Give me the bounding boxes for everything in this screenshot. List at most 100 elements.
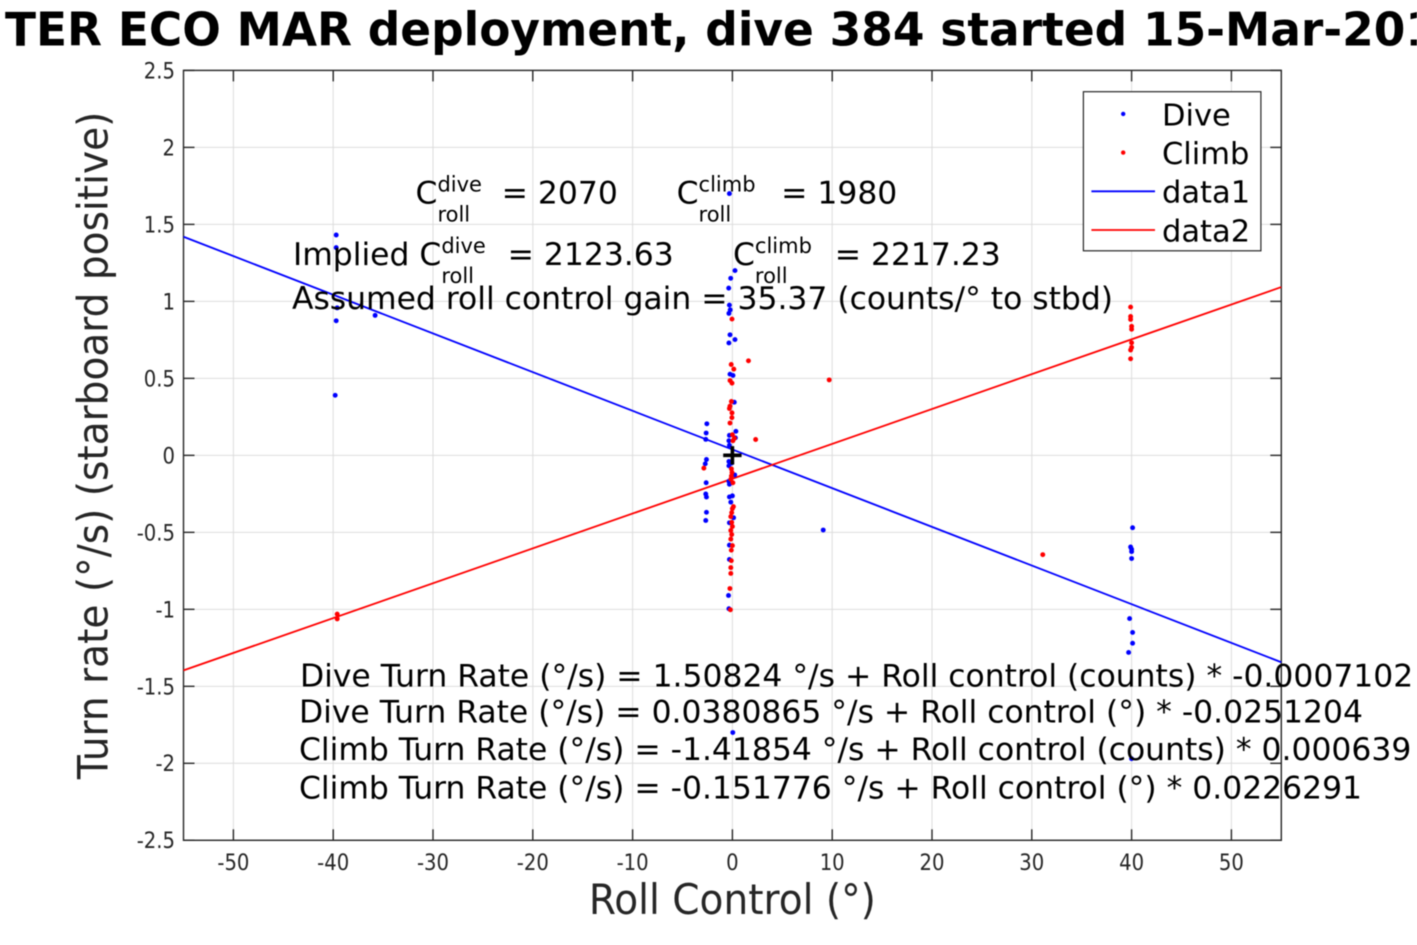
point-dive — [704, 509, 709, 515]
point-climb — [729, 543, 735, 549]
point-dive — [1129, 549, 1135, 555]
annotation-text: Dive Turn Rate (°/s) = 1.50824 °/s + Rol… — [300, 658, 1413, 694]
x-tick-label: -50 — [217, 851, 249, 876]
point-dive — [733, 428, 739, 434]
point-climb — [727, 607, 733, 613]
y-tick-label: -1.5 — [137, 675, 175, 700]
annotation-11: Climb Turn Rate (°/s) = -1.41854 °/s + R… — [299, 732, 1411, 768]
point-climb — [334, 616, 340, 622]
y-tick-label: 1.5 — [144, 213, 175, 238]
origin-plus-marker — [723, 446, 742, 465]
x-tick-labels: -50 -40 -30 -20 -10 0 10 20 30 40 50 — [217, 851, 1244, 876]
point-dive — [372, 312, 378, 318]
point-climb — [701, 465, 707, 471]
point-climb — [746, 358, 751, 364]
y-tick-label: 1 — [163, 290, 175, 315]
annotation-10: Dive Turn Rate (°/s) = 0.0380865 °/s + R… — [299, 694, 1363, 730]
point-climb — [729, 510, 735, 516]
point-dive — [704, 457, 709, 462]
point-dive — [730, 730, 736, 735]
plot-title: TER ECO MAR deployment, dive 384 started… — [5, 3, 1417, 57]
annotation-text: Dive Turn Rate (°/s) = 0.0380865 °/s + R… — [299, 694, 1363, 730]
point-climb — [730, 480, 736, 486]
annotation-sub: roll — [699, 202, 732, 226]
point-dive — [1129, 756, 1135, 762]
point-dive — [726, 191, 732, 197]
point-climb — [728, 571, 734, 576]
scatter-points — [332, 191, 1136, 762]
point-climb — [728, 476, 734, 482]
annotation-sub: roll — [441, 264, 474, 288]
y-axis-label: Turn rate (°/s) (starboard positive) — [68, 112, 117, 780]
annotation-text: = 2217.23 — [835, 237, 1001, 273]
point-dive — [728, 499, 734, 505]
y-tick-label: 2.5 — [144, 59, 175, 84]
point-dive — [332, 392, 338, 398]
point-dive — [732, 337, 738, 343]
x-tick-label: 50 — [1219, 851, 1244, 876]
tick-marks — [183, 69, 1282, 841]
point-dive — [703, 430, 709, 436]
point-dive — [732, 268, 738, 274]
point-dive — [703, 480, 709, 486]
point-dive — [1130, 525, 1136, 531]
annotation-text: Implied C — [293, 237, 441, 273]
annotation-text: C — [733, 237, 755, 273]
point-dive — [726, 494, 732, 500]
point-dive — [1129, 556, 1135, 561]
legend-marker-dive — [1121, 111, 1126, 117]
point-dive — [333, 245, 339, 251]
x-tick-label: -20 — [517, 851, 549, 876]
y-tick-label: -1 — [155, 598, 175, 623]
y-tick-label: 0.5 — [144, 367, 175, 392]
annotation-sup: dive — [441, 234, 486, 258]
point-climb — [729, 410, 735, 416]
point-dive — [1126, 649, 1132, 655]
point-climb — [729, 506, 735, 512]
annotation-text: C — [677, 175, 699, 211]
series-climb — [334, 304, 1135, 622]
legend-box — [1082, 91, 1262, 252]
point-climb — [727, 586, 733, 591]
point-climb — [729, 524, 735, 529]
point-climb — [729, 316, 735, 322]
point-dive — [726, 302, 732, 308]
point-climb — [728, 565, 734, 571]
point-dive — [703, 518, 709, 523]
point-dive — [703, 436, 709, 442]
y-tick-labels: -2.5 -2 -1.5 -1 -0.5 0 0.5 1 1.5 2 2.5 — [137, 59, 175, 854]
point-dive — [1130, 640, 1136, 646]
point-dive — [1130, 629, 1136, 635]
annotation-sup: climb — [699, 172, 756, 196]
point-climb — [1128, 347, 1134, 353]
annotation-5: = 2123.63 — [508, 237, 674, 273]
y-tick-label: -2 — [155, 752, 175, 777]
point-climb — [728, 558, 734, 564]
annotation-sup: dive — [437, 172, 482, 196]
point-climb — [1128, 304, 1134, 310]
point-climb — [728, 547, 734, 553]
point-climb — [728, 514, 734, 520]
y-tick-label: 2 — [163, 136, 175, 161]
annotation-text: Climb Turn Rate (°/s) = -0.151776 °/s + … — [299, 771, 1362, 807]
point-dive — [334, 305, 340, 311]
point-climb — [731, 366, 737, 372]
legend-marker-climb — [1121, 150, 1126, 155]
x-tick-label: -10 — [617, 851, 649, 876]
annotation-text: Climb Turn Rate (°/s) = -1.41854 °/s + R… — [299, 732, 1411, 768]
point-climb — [1040, 552, 1046, 558]
annotation-9: Dive Turn Rate (°/s) = 1.50824 °/s + Rol… — [300, 658, 1413, 694]
point-dive — [1127, 616, 1133, 622]
point-climb — [1129, 326, 1135, 332]
point-dive — [702, 461, 708, 467]
legend-label: data1 — [1162, 176, 1250, 211]
y-tick-label: -2.5 — [137, 829, 175, 854]
x-axis-label: Roll Control (°) — [589, 875, 876, 924]
point-climb — [728, 362, 734, 367]
legend-label: Dive — [1162, 98, 1231, 133]
